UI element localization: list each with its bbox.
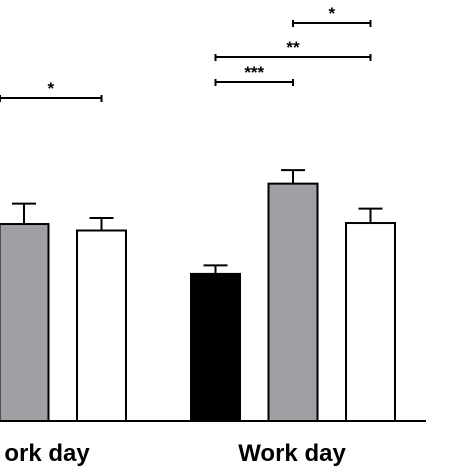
significance-label-4: *: [328, 4, 335, 23]
significance-label-2: ***: [244, 63, 264, 82]
bar-0-2: [76, 229, 127, 422]
category-label-0: ork day: [4, 440, 90, 467]
bar-0-1: [0, 223, 50, 422]
chart-marks: [0, 169, 396, 423]
significance-annotations: *******: [0, 4, 372, 102]
significance-label-3: **: [286, 38, 300, 57]
bar-1-1: [267, 182, 319, 422]
category-label-1: Work day: [238, 440, 346, 467]
bar-1-2: [345, 222, 396, 422]
significance-label-1: *: [47, 79, 54, 98]
bar-1-0: [190, 272, 241, 423]
category-labels: ork day Work day: [4, 440, 346, 467]
